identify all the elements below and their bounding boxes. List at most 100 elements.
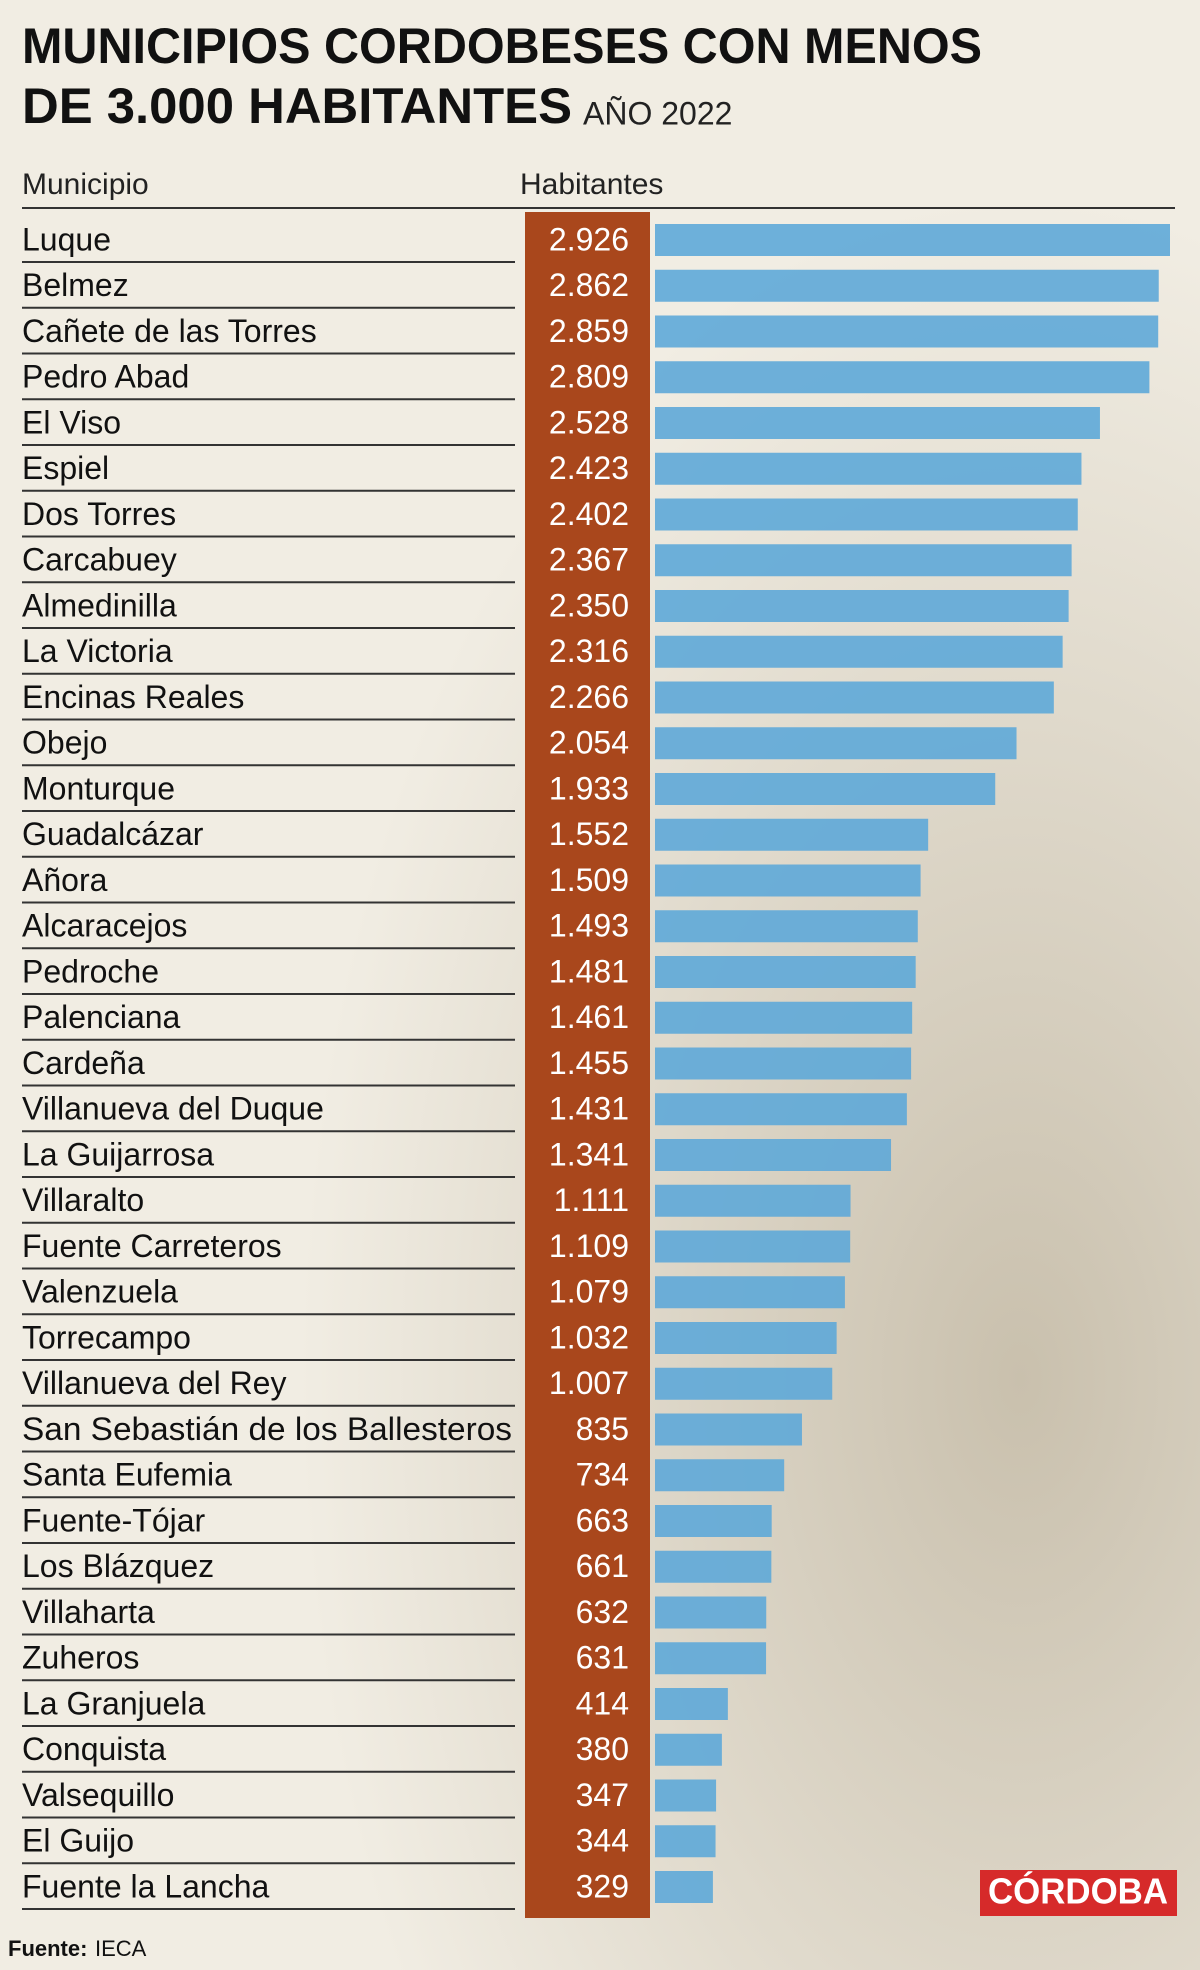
- category-label: Almedinilla: [22, 587, 177, 623]
- chart-title: DE 3.000 HABITANTES: [22, 78, 572, 134]
- bar: [655, 1413, 802, 1446]
- category-label: Santa Eufemia: [22, 1457, 232, 1493]
- value-label: 1.933: [549, 770, 629, 806]
- value-label: 380: [576, 1731, 629, 1767]
- value-label: 1.455: [549, 1045, 629, 1081]
- bar: [655, 407, 1100, 439]
- value-label: 347: [576, 1777, 629, 1813]
- category-label: Valenzuela: [22, 1274, 178, 1310]
- bar: [655, 1184, 851, 1217]
- value-label: 1.481: [549, 953, 629, 989]
- value-label: 2.926: [549, 221, 629, 257]
- category-label: Pedro Abad: [22, 359, 189, 395]
- category-label: Fuente la Lancha: [22, 1868, 270, 1904]
- bar: [655, 1505, 772, 1537]
- category-label: Carcabuey: [22, 542, 177, 578]
- category-label: Zuheros: [22, 1640, 139, 1676]
- source-label: Fuente:: [8, 1936, 87, 1961]
- category-label: La Guijarrosa: [22, 1136, 214, 1172]
- bar: [655, 269, 1159, 302]
- value-label: 414: [576, 1685, 629, 1721]
- column-header: Municipio: [22, 168, 149, 201]
- bar: [655, 681, 1054, 714]
- category-label: El Guijo: [22, 1823, 134, 1859]
- category-label: Palenciana: [22, 999, 181, 1035]
- category-label: Torrecampo: [22, 1319, 191, 1355]
- category-label: El Viso: [22, 404, 121, 440]
- value-label: 329: [576, 1868, 629, 1904]
- bar: [655, 1871, 713, 1903]
- bar: [655, 452, 1082, 485]
- value-label: 1.032: [549, 1319, 629, 1355]
- category-label: Belmez: [22, 267, 129, 303]
- value-label: 2.054: [549, 725, 629, 761]
- bar: [655, 1596, 767, 1629]
- value-label: 2.423: [549, 450, 629, 486]
- category-label: Espiel: [22, 450, 109, 486]
- value-label: 632: [576, 1594, 629, 1630]
- value-label: 1.552: [549, 816, 629, 852]
- category-label: Villanueva del Rey: [22, 1365, 286, 1401]
- bar: [655, 1047, 912, 1080]
- bar: [655, 1779, 717, 1812]
- value-label: 1.493: [549, 908, 629, 944]
- bar: [655, 1733, 722, 1766]
- bar: [655, 1322, 837, 1354]
- bar: [655, 727, 1017, 760]
- value-column: [525, 212, 650, 1918]
- value-label: 1.509: [549, 862, 629, 898]
- bar: [655, 1001, 913, 1034]
- bar: [655, 1230, 851, 1263]
- bar: [655, 956, 916, 988]
- value-label: 734: [576, 1457, 629, 1493]
- category-label: Conquista: [22, 1731, 166, 1767]
- bar: [655, 1276, 845, 1309]
- category-label: La Granjuela: [22, 1685, 205, 1721]
- column-header: Habitantes: [520, 168, 663, 201]
- bar: [655, 498, 1078, 531]
- bar: [655, 361, 1150, 394]
- category-label: Cardeña: [22, 1045, 145, 1081]
- bar: [655, 1688, 728, 1720]
- logo-box: [980, 1870, 1177, 1916]
- category-label: Encinas Reales: [22, 679, 244, 715]
- source: IECA: [95, 1936, 147, 1961]
- bar: [655, 1139, 892, 1171]
- bar: [655, 864, 921, 897]
- value-label: 2.528: [549, 404, 629, 440]
- category-label: San Sebastián de los Ballesteros: [22, 1411, 512, 1447]
- category-label: Obejo: [22, 725, 107, 761]
- bar: [655, 1367, 833, 1400]
- category-label: Alcaracejos: [22, 908, 187, 944]
- category-label: Fuente-Tójar: [22, 1502, 206, 1538]
- category-label: Guadalcázar: [22, 816, 204, 852]
- bar: [655, 544, 1072, 577]
- chart-subtitle: AÑO 2022: [583, 95, 732, 131]
- value-label: 2.367: [549, 542, 629, 578]
- value-label: 2.350: [549, 587, 629, 623]
- value-label: 661: [576, 1548, 629, 1584]
- bar: [655, 635, 1063, 668]
- value-label: 2.809: [549, 359, 629, 395]
- value-label: 1.341: [549, 1136, 629, 1172]
- category-label: Villaralto: [22, 1182, 144, 1218]
- logo: CÓRDOBA: [988, 1870, 1168, 1912]
- category-label: Villaharta: [22, 1594, 155, 1630]
- category-label: Valsequillo: [22, 1777, 174, 1813]
- chart-title: MUNICIPIOS CORDOBESES CON MENOS: [22, 18, 982, 74]
- bar: [655, 1642, 767, 1675]
- bar: [655, 224, 1170, 256]
- category-label: Luque: [22, 221, 111, 257]
- value-label: 1.461: [549, 999, 629, 1035]
- category-label: Dos Torres: [22, 496, 176, 532]
- category-label: Los Blázquez: [22, 1548, 214, 1584]
- value-label: 2.316: [549, 633, 629, 669]
- category-label: Villanueva del Duque: [22, 1091, 324, 1127]
- value-label: 1.109: [549, 1228, 629, 1264]
- category-label: Fuente Carreteros: [22, 1228, 282, 1264]
- value-label: 835: [576, 1411, 629, 1447]
- value-label: 1.111: [554, 1182, 629, 1218]
- bar: [655, 1459, 785, 1492]
- value-label: 2.266: [549, 679, 629, 715]
- category-label: Cañete de las Torres: [22, 313, 317, 349]
